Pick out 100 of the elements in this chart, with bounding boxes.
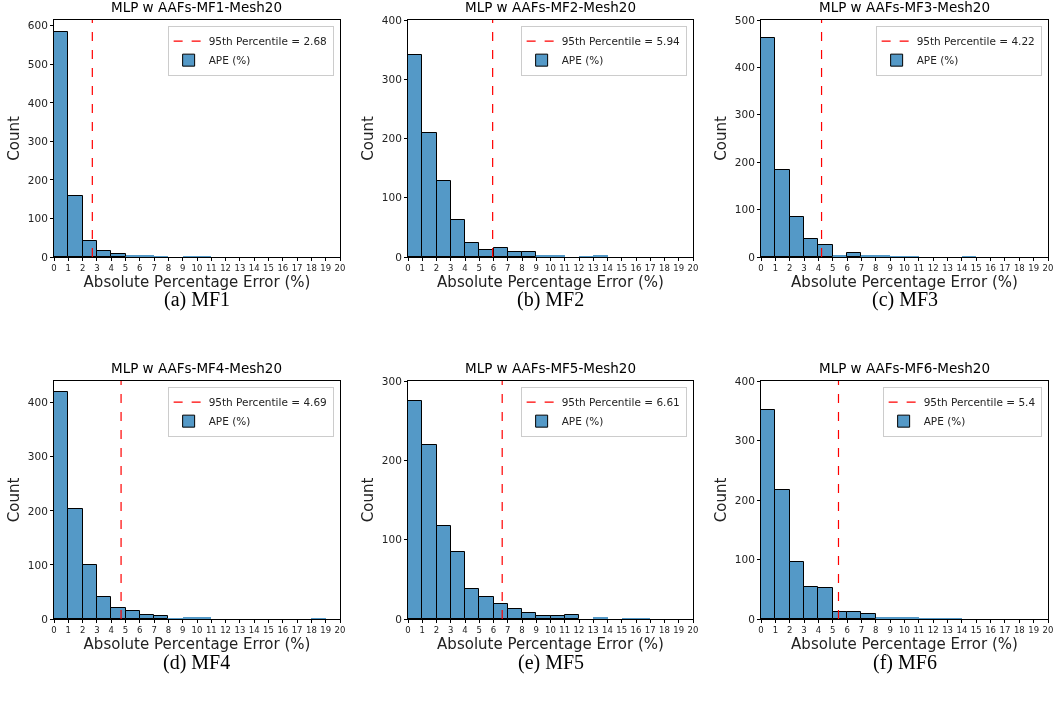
x-tick-label: 17: [999, 263, 1011, 274]
x-tick-label: 7: [505, 263, 511, 274]
x-tick-label: 15: [970, 263, 982, 274]
y-tick-label: 400: [734, 374, 755, 387]
x-tick-label: 15: [263, 263, 274, 274]
x-tick-label: 7: [858, 625, 865, 636]
x-tick-label: 16: [985, 263, 997, 274]
x-tick-label: 11: [205, 263, 217, 274]
y-tick-label: 300: [381, 72, 402, 85]
x-tick-label: 3: [94, 625, 100, 636]
x-tick-label: 12: [220, 263, 232, 274]
legend-label: 95th Percentile = 5.94: [561, 35, 681, 48]
x-tick-label: 13: [942, 625, 953, 636]
x-tick-label: 4: [815, 263, 822, 274]
y-tick-label: 200: [27, 173, 48, 186]
x-tick-label: 6: [844, 625, 850, 636]
legend-label: 95th Percentile = 6.61: [561, 396, 680, 409]
x-tick-label: 7: [858, 263, 865, 274]
x-tick-label: 12: [573, 625, 585, 636]
x-tick-label: 6: [490, 625, 497, 636]
x-tick-label: 14: [248, 263, 260, 274]
x-tick-label: 18: [659, 263, 670, 274]
x-axis-title: Absolute Percentage Error (%): [791, 273, 1018, 292]
x-tick-label: 0: [51, 625, 57, 636]
x-tick-label: 20: [687, 263, 699, 274]
x-tick-label: 2: [433, 263, 440, 274]
y-tick-label: 100: [381, 191, 402, 204]
legend-label: 95th Percentile = 4.22: [916, 35, 1035, 48]
x-tick-label: 15: [616, 625, 628, 636]
x-tick-label: 3: [448, 263, 454, 274]
x-tick-label: 12: [220, 625, 232, 636]
x-tick-label: 14: [956, 625, 968, 636]
text: (e) MF5: [518, 651, 585, 674]
y-tick-label: 200: [734, 493, 755, 506]
x-tick-label: 1: [419, 625, 425, 636]
y-tick-label: 400: [27, 396, 48, 409]
x-tick-label: 20: [334, 263, 346, 274]
x-tick-label: 7: [505, 625, 511, 636]
x-tick-label: 17: [291, 625, 303, 636]
x-tick-label: 11: [559, 625, 571, 636]
x-tick-label: 2: [786, 625, 793, 636]
legend-label: 95th Percentile = 2.68: [208, 35, 327, 48]
x-tick-label: 5: [122, 625, 129, 636]
x-tick-label: 12: [927, 263, 939, 274]
x-tick-label: 6: [137, 263, 143, 274]
x-tick-label: 1: [772, 625, 779, 636]
x-tick-label: 7: [151, 625, 157, 636]
x-tick-label: 19: [1028, 263, 1040, 274]
x-tick-label: 17: [644, 263, 656, 274]
x-tick-label: 1: [772, 263, 779, 274]
x-tick-label: 12: [927, 625, 939, 636]
x-tick-label: 0: [51, 263, 57, 274]
x-tick-label: 16: [277, 625, 289, 636]
x-tick-label: 0: [405, 625, 411, 636]
x-tick-label: 19: [320, 263, 332, 274]
y-tick-label: 0: [748, 250, 755, 263]
x-tick-label: 1: [419, 263, 425, 274]
x-tick-label: 11: [913, 625, 925, 636]
x-axis-title: Absolute Percentage Error (%): [437, 635, 664, 654]
x-tick-label: 19: [673, 625, 685, 636]
x-tick-label: 13: [234, 263, 246, 274]
x-tick-label: 10: [191, 625, 203, 636]
x-tick-label: 4: [462, 625, 468, 636]
x-tick-label: 15: [263, 625, 274, 636]
x-tick-label: 9: [179, 625, 186, 636]
x-tick-label: 10: [545, 263, 556, 274]
x-tick-label: 8: [519, 263, 525, 274]
x-tick-label: 10: [899, 625, 910, 636]
y-tick-label: 0: [41, 612, 48, 625]
x-tick-label: 16: [630, 625, 642, 636]
y-tick-label: 200: [381, 454, 402, 466]
x-tick-label: 5: [476, 263, 482, 274]
x-tick-label: 10: [191, 263, 203, 274]
legend-label: APE (%): [923, 415, 966, 428]
x-tick-label: 4: [108, 625, 114, 636]
x-tick-label: 7: [151, 263, 157, 274]
y-tick-label: 300: [734, 434, 755, 447]
y-axis-title: Count: [5, 477, 24, 523]
legend-label: 95th Percentile = 5.4: [923, 396, 1036, 409]
x-tick-label: 8: [519, 625, 525, 636]
x-tick-label: 16: [985, 625, 997, 636]
x-tick-label: 5: [830, 625, 836, 636]
x-tick-label: 2: [79, 625, 86, 636]
x-tick-label: 0: [758, 625, 764, 636]
legend-label: APE (%): [208, 54, 251, 67]
y-axis-title: Count: [712, 477, 731, 523]
x-tick-label: 19: [1028, 625, 1040, 636]
legend-label: APE (%): [561, 415, 604, 428]
chart-title: MLP w AAFs-MF3-Mesh20: [819, 0, 991, 15]
x-tick-label: 17: [999, 625, 1011, 636]
chart-title: MLP w AAFs-MF2-Mesh20: [465, 0, 637, 15]
x-tick-label: 20: [1042, 263, 1054, 274]
x-tick-label: 3: [448, 625, 454, 636]
y-tick-label: 0: [395, 612, 402, 625]
y-tick-label: 300: [381, 374, 402, 387]
x-tick-label: 11: [205, 625, 217, 636]
x-tick-label: 13: [587, 625, 599, 636]
y-tick-label: 500: [27, 57, 48, 70]
x-tick-label: 6: [137, 625, 143, 636]
x-axis-title: Absolute Percentage Error (%): [83, 635, 311, 654]
